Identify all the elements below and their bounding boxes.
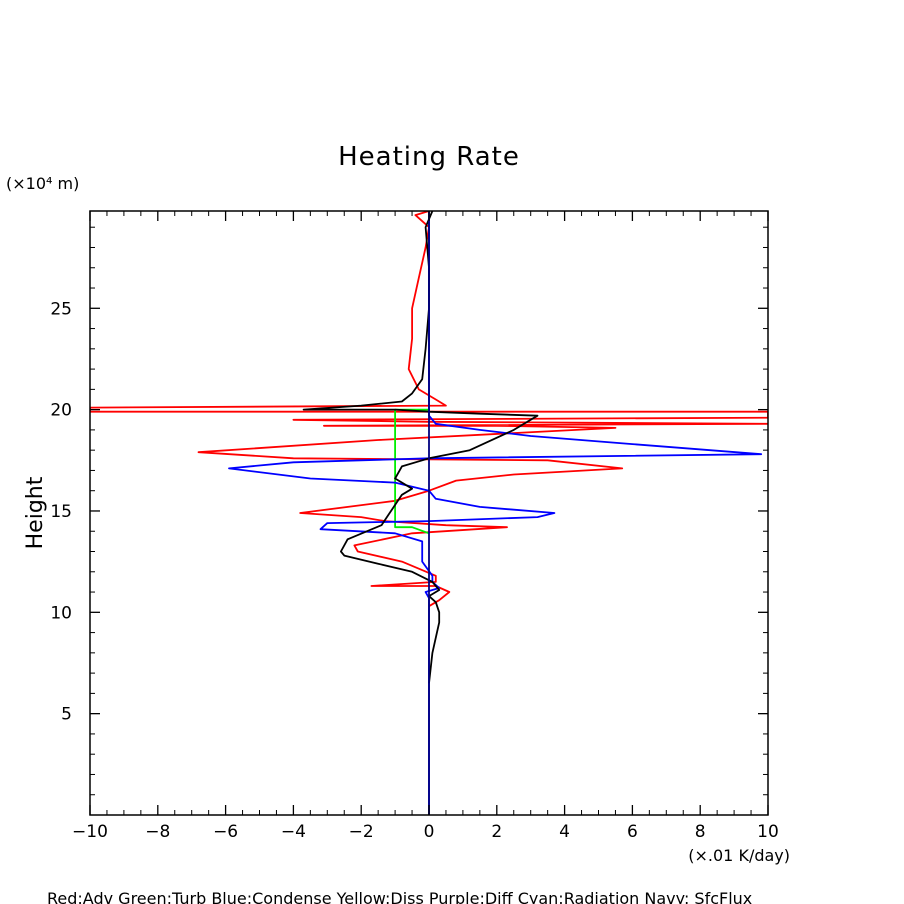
series-line-condense [228, 211, 763, 815]
ticks-layer: −10 −8 −6 −4 −2 0 2 4 6 8 10 5 10 15 20 25 [50, 211, 779, 842]
legend-text: Red:Adv Green:Turb Blue:Condense Yellow:… [47, 889, 752, 904]
y-axis-label: Height [23, 476, 48, 549]
x-tick-label: −4 [281, 822, 306, 842]
y-tick-label: 20 [50, 401, 72, 421]
x-tick-label: 6 [627, 822, 638, 842]
y-tick-label: 25 [50, 299, 72, 319]
chart-title: Heating Rate [338, 142, 520, 172]
series-line-adv [90, 211, 768, 607]
y-unit-label: (×10⁴ m) [6, 174, 79, 193]
series-line-total [302, 211, 539, 684]
x-tick-label: 4 [559, 822, 570, 842]
series-line-turb [394, 408, 430, 535]
x-tick-label: 0 [424, 822, 435, 842]
y-tick-label: 15 [50, 502, 72, 522]
y-tick-label: 5 [61, 705, 72, 725]
x-tick-label: −6 [213, 822, 238, 842]
x-tick-label: −8 [145, 822, 170, 842]
x-tick-label: 10 [757, 822, 779, 842]
x-tick-label: −10 [72, 822, 108, 842]
x-tick-label: 2 [491, 822, 502, 842]
y-tick-label: 10 [50, 603, 72, 623]
series-layer [90, 211, 768, 815]
x-tick-label: −2 [349, 822, 374, 842]
plot-frame [89, 210, 769, 816]
x-unit-label: (×.01 K/day) [688, 846, 790, 865]
x-tick-label: 8 [695, 822, 706, 842]
